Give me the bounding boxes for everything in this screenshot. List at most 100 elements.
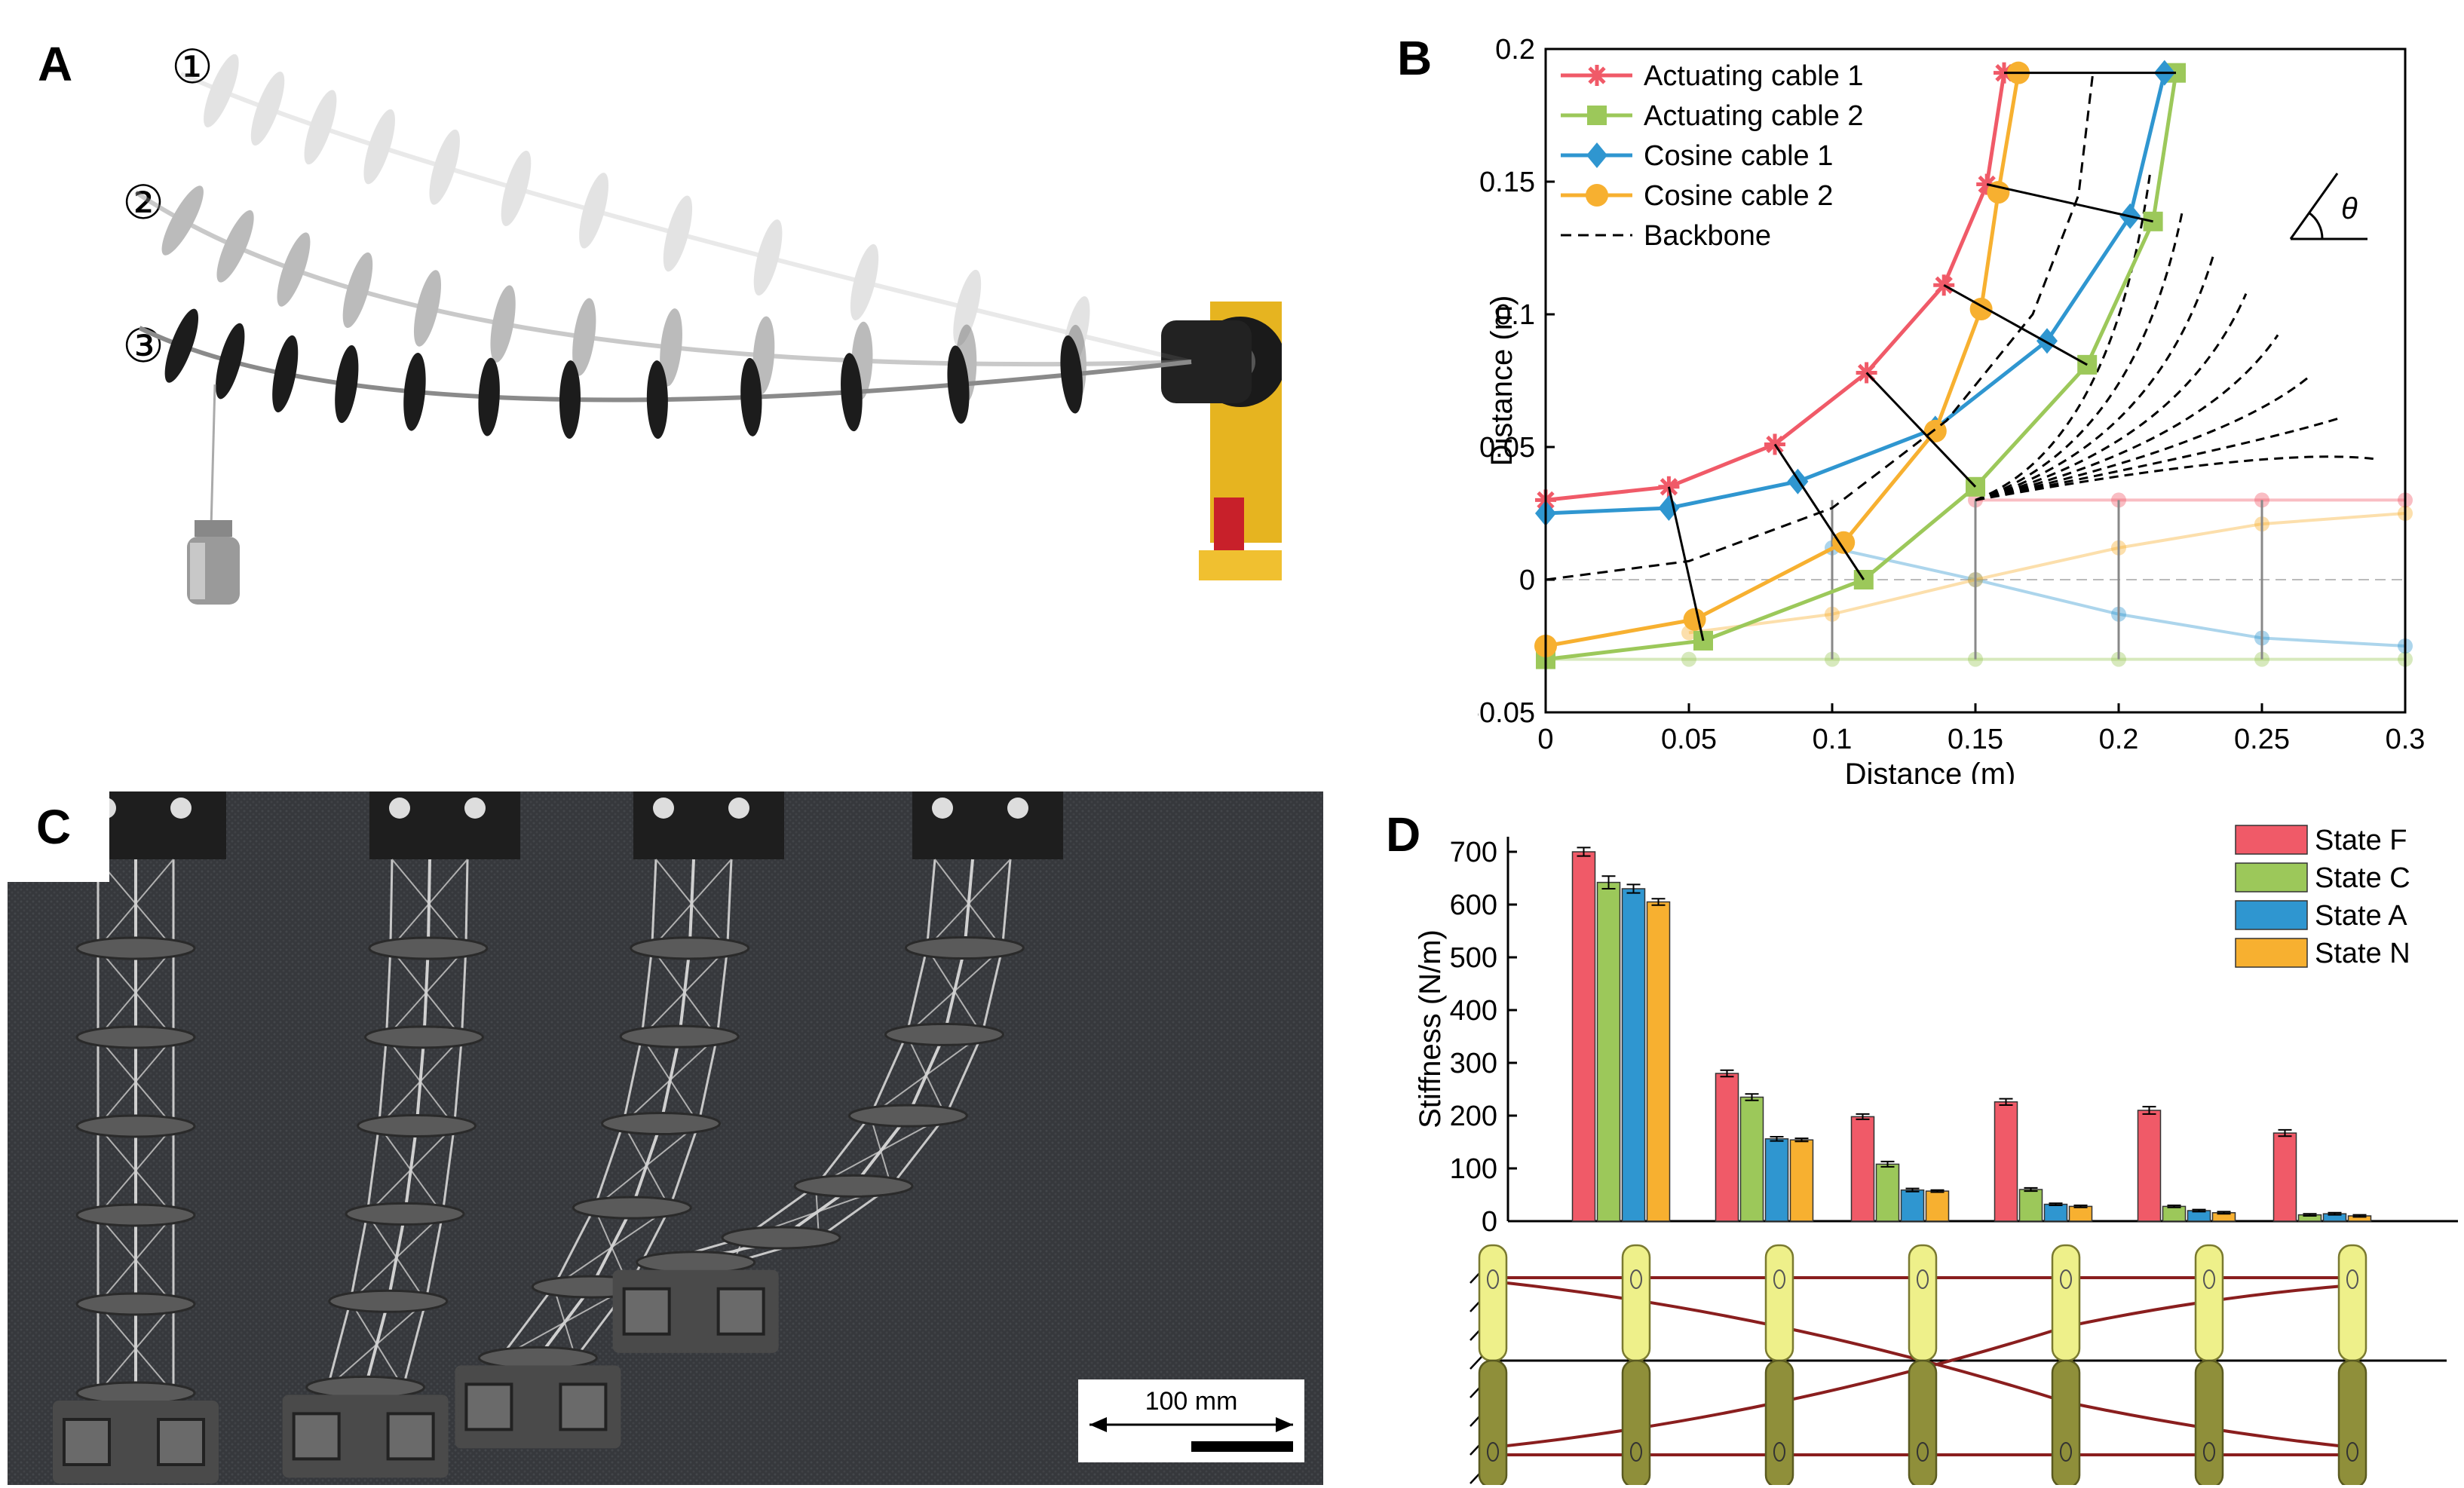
data-point <box>1586 65 1607 86</box>
y-tick-label: -0.05 <box>1478 697 1535 729</box>
bar <box>2162 1205 2187 1222</box>
disc <box>630 936 750 960</box>
bar <box>1621 888 1646 1222</box>
disc-link-line <box>1773 443 1865 580</box>
disc <box>305 1375 426 1399</box>
disc <box>1060 335 1083 414</box>
y-tick-label: 0 <box>1519 565 1535 596</box>
panel-letter-a: A <box>38 37 73 91</box>
data-point <box>1586 142 1607 168</box>
disc <box>342 252 373 329</box>
arm-pose-3 <box>138 308 1192 439</box>
disc <box>478 357 500 436</box>
disc <box>572 1196 692 1220</box>
legend-label: State F <box>2315 825 2407 856</box>
disc <box>721 1226 841 1250</box>
bar <box>1925 1190 1950 1222</box>
disc-link-line <box>1943 283 2088 366</box>
disc <box>161 185 204 256</box>
disc <box>904 936 1025 960</box>
faded-cable-line <box>1688 512 2406 635</box>
x-tick-label: 0.2 <box>2099 724 2139 755</box>
disc <box>363 109 395 185</box>
arm-frame-2 <box>282 791 520 1478</box>
disc <box>740 357 762 436</box>
disc <box>947 345 970 424</box>
disc <box>357 1113 477 1137</box>
schematic-disc <box>1908 1244 1938 1485</box>
y-tick-label: 600 <box>1450 889 1497 921</box>
hanging-weight <box>187 384 240 605</box>
x-tick-label: 0.1 <box>1813 724 1853 755</box>
legend-label: Actuating cable 1 <box>1644 60 1864 92</box>
disc-link-line <box>1986 183 2153 223</box>
angle-theta-label: θ <box>2341 192 2358 225</box>
disc <box>847 1104 968 1128</box>
legend-label: State N <box>2315 938 2410 969</box>
faded-marker <box>1681 651 1696 667</box>
bar <box>2018 1189 2043 1222</box>
bar <box>1850 1116 1875 1222</box>
disc-link-line <box>1667 486 1705 641</box>
disc <box>164 308 199 383</box>
arm-pose-1 <box>179 54 1192 373</box>
disc-link-line <box>1865 372 1977 488</box>
bar <box>1789 1139 1814 1222</box>
bar <box>2043 1203 2068 1222</box>
disc <box>75 936 196 960</box>
sweep-backbone <box>1975 375 2311 501</box>
disc <box>646 360 668 439</box>
bar <box>1571 851 1596 1222</box>
legend-swatch <box>2235 938 2308 968</box>
bar <box>2068 1205 2093 1222</box>
disc <box>501 150 532 227</box>
bar <box>1596 881 1621 1222</box>
schematic-disc <box>1621 1244 1651 1485</box>
scale-bar-label: 100 mm <box>1145 1387 1238 1416</box>
cable-schematic <box>1470 1244 2447 1485</box>
bar <box>1646 901 1671 1222</box>
bar <box>1900 1189 1925 1222</box>
x-tick-label: 0.3 <box>2386 724 2426 755</box>
disc <box>753 219 783 296</box>
state-marker-2: ② <box>122 177 164 229</box>
disc <box>403 352 426 431</box>
y-tick-label: 300 <box>1450 1048 1497 1079</box>
disc <box>793 1174 914 1198</box>
panel-letter-d: D <box>1386 807 1421 862</box>
y-tick-label: 400 <box>1450 995 1497 1027</box>
y-axis-label: Stiffness (N/m) <box>1414 929 1447 1128</box>
disc <box>490 285 516 363</box>
data-point <box>2036 328 2058 354</box>
disc <box>572 298 596 376</box>
data-point <box>1853 570 1874 589</box>
legend-swatch <box>2235 825 2308 855</box>
data-point <box>1586 184 1608 207</box>
bar <box>1764 1138 1789 1222</box>
state-marker-1: ① <box>171 41 213 93</box>
schematic-disc <box>1478 1244 1508 1485</box>
series-line <box>1545 72 2095 581</box>
disc <box>250 71 285 146</box>
x-tick-label: 0.25 <box>2234 724 2290 755</box>
data-point <box>1658 476 1680 498</box>
sweep-backbone <box>1975 252 2216 501</box>
chart-d-legend: State F State C State A State N <box>2235 825 2410 969</box>
panel-a-photo: ① ② ③ <box>122 41 1282 605</box>
sweep-backbone <box>1975 170 2152 501</box>
disc <box>216 323 245 400</box>
disc <box>75 1203 196 1227</box>
disc <box>636 1251 756 1275</box>
continuum-arm-exposures <box>134 54 1192 439</box>
y-tick-label: 0.1 <box>1495 299 1535 331</box>
bar <box>1875 1163 1900 1222</box>
panel-c-photo <box>8 791 1323 1485</box>
robot-base-mount <box>1161 302 1282 580</box>
disc <box>216 210 254 283</box>
disc <box>204 54 239 127</box>
data-point <box>1832 531 1856 554</box>
disc <box>850 243 879 320</box>
data-point <box>1587 106 1607 125</box>
disc <box>304 90 337 165</box>
angle-annotation: θ <box>2289 173 2367 240</box>
